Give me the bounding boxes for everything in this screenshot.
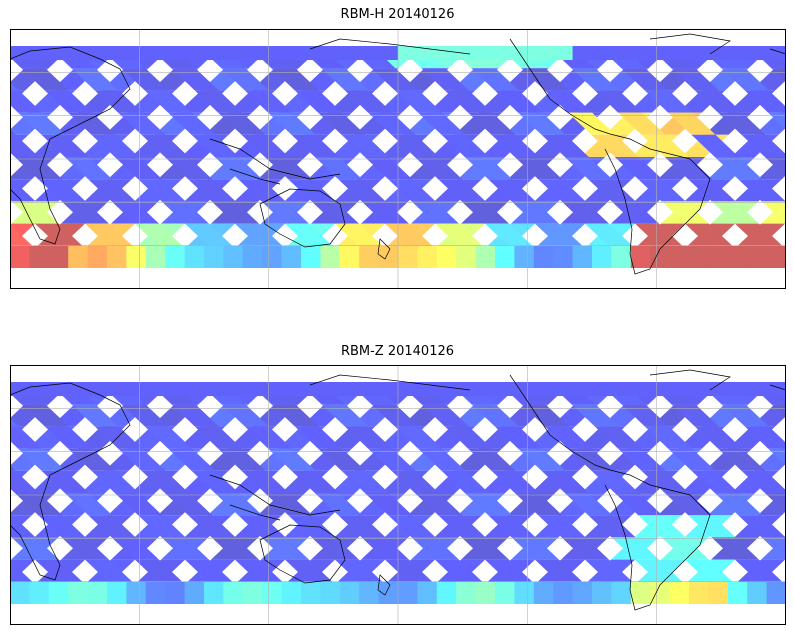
map-frame xyxy=(10,29,786,289)
coastlines xyxy=(10,33,786,275)
coastline-path xyxy=(209,474,341,516)
coastline-path xyxy=(509,38,611,135)
map-title-rbm-h: RBM-H 20140126 xyxy=(340,7,455,22)
coastline-path xyxy=(604,133,711,275)
coastline-path xyxy=(309,38,471,55)
coastline-path xyxy=(509,374,611,471)
map-frame xyxy=(10,365,786,625)
coastline-path xyxy=(649,33,731,55)
coastline-path xyxy=(769,384,786,391)
coastline-path xyxy=(10,46,131,245)
coastline-path xyxy=(10,382,131,581)
coastline-path xyxy=(769,48,786,55)
swath-map-rbm-h xyxy=(10,29,786,289)
swath-map-rbm-z xyxy=(10,365,786,625)
coastlines xyxy=(10,369,786,611)
coastline-path xyxy=(229,504,281,521)
coastline-path xyxy=(377,238,391,260)
coastline-path xyxy=(209,138,341,180)
coastline-path xyxy=(377,574,391,596)
swath-layer xyxy=(10,382,786,604)
coastline-path xyxy=(649,369,731,391)
graticule xyxy=(10,29,786,289)
coastline-path xyxy=(259,188,346,248)
coastline-path xyxy=(229,168,281,185)
coastline-path xyxy=(259,524,346,584)
coastline-path xyxy=(604,469,711,611)
coastline-path xyxy=(309,374,471,391)
swath-layer xyxy=(10,46,786,268)
graticule xyxy=(10,365,786,625)
map-title-rbm-z: RBM-Z 20140126 xyxy=(340,344,455,359)
